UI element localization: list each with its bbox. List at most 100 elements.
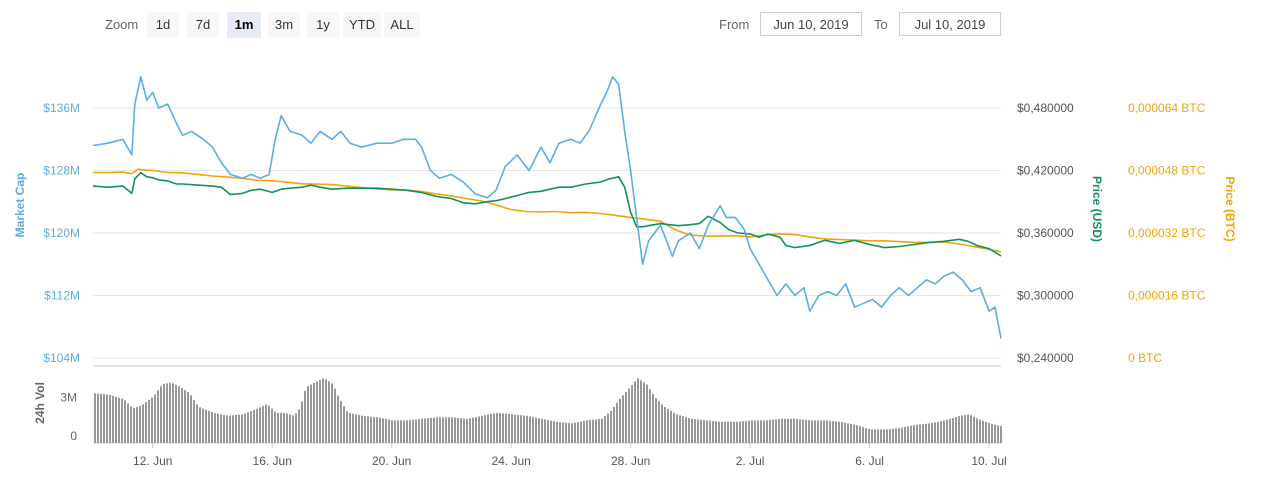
zoom-7d-button[interactable]: 7d bbox=[187, 12, 219, 38]
zoom-1m-button[interactable]: 1m bbox=[227, 12, 261, 38]
volume-bar bbox=[394, 420, 396, 443]
volume-bar bbox=[724, 421, 726, 443]
volume-bar bbox=[475, 417, 477, 443]
volume-bar bbox=[745, 420, 747, 443]
volume-bar bbox=[826, 420, 828, 443]
market-cap-tick-label: $104M bbox=[43, 351, 80, 365]
volume-bar bbox=[238, 414, 240, 443]
volume-bar bbox=[970, 415, 972, 443]
volume-bar bbox=[619, 398, 621, 443]
zoom-3m-button[interactable]: 3m bbox=[268, 12, 300, 38]
volume-bar bbox=[139, 405, 141, 443]
price-usd-tick-label: $0,480000 bbox=[1017, 101, 1074, 115]
volume-bar bbox=[706, 420, 708, 443]
volume-bar bbox=[553, 421, 555, 443]
to-label: To bbox=[874, 17, 888, 32]
volume-bar bbox=[847, 423, 849, 443]
volume-bar bbox=[256, 408, 258, 443]
to-date-input[interactable] bbox=[899, 12, 1001, 36]
volume-bar bbox=[673, 412, 675, 443]
price-btc-tick-label: 0 BTC bbox=[1128, 351, 1162, 365]
volume-bar bbox=[451, 417, 453, 443]
volume-bar bbox=[919, 424, 921, 443]
volume-bar bbox=[523, 415, 525, 443]
volume-bar bbox=[739, 421, 741, 443]
volume-bar bbox=[397, 420, 399, 443]
volume-bar bbox=[796, 418, 798, 443]
volume-bar bbox=[109, 394, 111, 443]
volume-bar bbox=[142, 404, 144, 443]
volume-bar bbox=[262, 405, 264, 443]
volume-bar bbox=[709, 420, 711, 443]
volume-bar bbox=[562, 422, 564, 443]
volume-bar bbox=[874, 429, 876, 443]
volume-bar bbox=[391, 420, 393, 443]
volume-bar bbox=[484, 415, 486, 443]
volume-bar bbox=[730, 421, 732, 443]
volume-bar bbox=[964, 414, 966, 443]
volume-bar bbox=[877, 429, 879, 443]
zoom-all-button[interactable]: ALL bbox=[384, 12, 420, 38]
x-tick-label: 2. Jul bbox=[736, 454, 765, 468]
market-cap-tick-label: $136M bbox=[43, 101, 80, 115]
volume-bar bbox=[412, 419, 414, 443]
volume-bar bbox=[988, 422, 990, 443]
price-usd-tick-label: $0,300000 bbox=[1017, 289, 1074, 303]
volume-bar bbox=[694, 419, 696, 443]
volume-bar bbox=[163, 383, 165, 443]
price-btc-axis-title: Price (BTC) bbox=[1223, 176, 1237, 241]
zoom-ytd-button[interactable]: YTD bbox=[343, 12, 381, 38]
volume-bar bbox=[481, 415, 483, 443]
volume-bar bbox=[283, 412, 285, 443]
volume-bar bbox=[982, 420, 984, 443]
x-tick-label: 24. Jun bbox=[491, 454, 530, 468]
volume-bar bbox=[865, 428, 867, 443]
volume-bar bbox=[838, 421, 840, 443]
range-selector: Zoom 1d 7d 1m 3m 1y YTD ALL From To bbox=[0, 12, 1280, 38]
volume-bar bbox=[448, 417, 450, 443]
volume-bar bbox=[127, 403, 129, 443]
volume-bar bbox=[832, 421, 834, 443]
volume-bar bbox=[487, 414, 489, 443]
volume-bar bbox=[814, 420, 816, 443]
volume-bar bbox=[799, 419, 801, 443]
volume-bar bbox=[301, 401, 303, 443]
from-date-input[interactable] bbox=[760, 12, 862, 36]
zoom-1y-button[interactable]: 1y bbox=[307, 12, 339, 38]
volume-bar bbox=[781, 418, 783, 443]
volume-bar bbox=[400, 420, 402, 443]
volume-axis-title: 24h Vol bbox=[33, 382, 47, 424]
volume-bar bbox=[607, 413, 609, 443]
volume-bar bbox=[667, 408, 669, 443]
volume-bar bbox=[721, 421, 723, 443]
volume-bar bbox=[895, 428, 897, 443]
volume-bar bbox=[859, 426, 861, 443]
volume-bar bbox=[634, 381, 636, 443]
volume-bar bbox=[811, 420, 813, 443]
volume-bar bbox=[934, 422, 936, 443]
volume-bar bbox=[853, 424, 855, 443]
volume-bar bbox=[295, 413, 297, 443]
market-cap-line bbox=[92, 76, 1002, 339]
from-label: From bbox=[719, 17, 750, 32]
volume-bar bbox=[274, 411, 276, 443]
volume-bar bbox=[250, 411, 252, 443]
volume-bar bbox=[493, 413, 495, 443]
zoom-1d-button[interactable]: 1d bbox=[147, 12, 179, 38]
volume-bar bbox=[547, 420, 549, 443]
volume-bar bbox=[880, 429, 882, 443]
volume-bar bbox=[535, 417, 537, 443]
volume-bar bbox=[751, 420, 753, 443]
volume-bar bbox=[178, 386, 180, 443]
volume-bar bbox=[961, 415, 963, 443]
volume-bar bbox=[976, 418, 978, 443]
volume-bar bbox=[940, 421, 942, 443]
volume-bar bbox=[322, 378, 324, 443]
volume-bar bbox=[688, 418, 690, 443]
volume-bar bbox=[589, 420, 591, 443]
volume-bar bbox=[958, 416, 960, 443]
volume-bar bbox=[955, 417, 957, 443]
volume-bar bbox=[244, 413, 246, 443]
volume-bar bbox=[220, 414, 222, 443]
volume-bar bbox=[364, 416, 366, 443]
